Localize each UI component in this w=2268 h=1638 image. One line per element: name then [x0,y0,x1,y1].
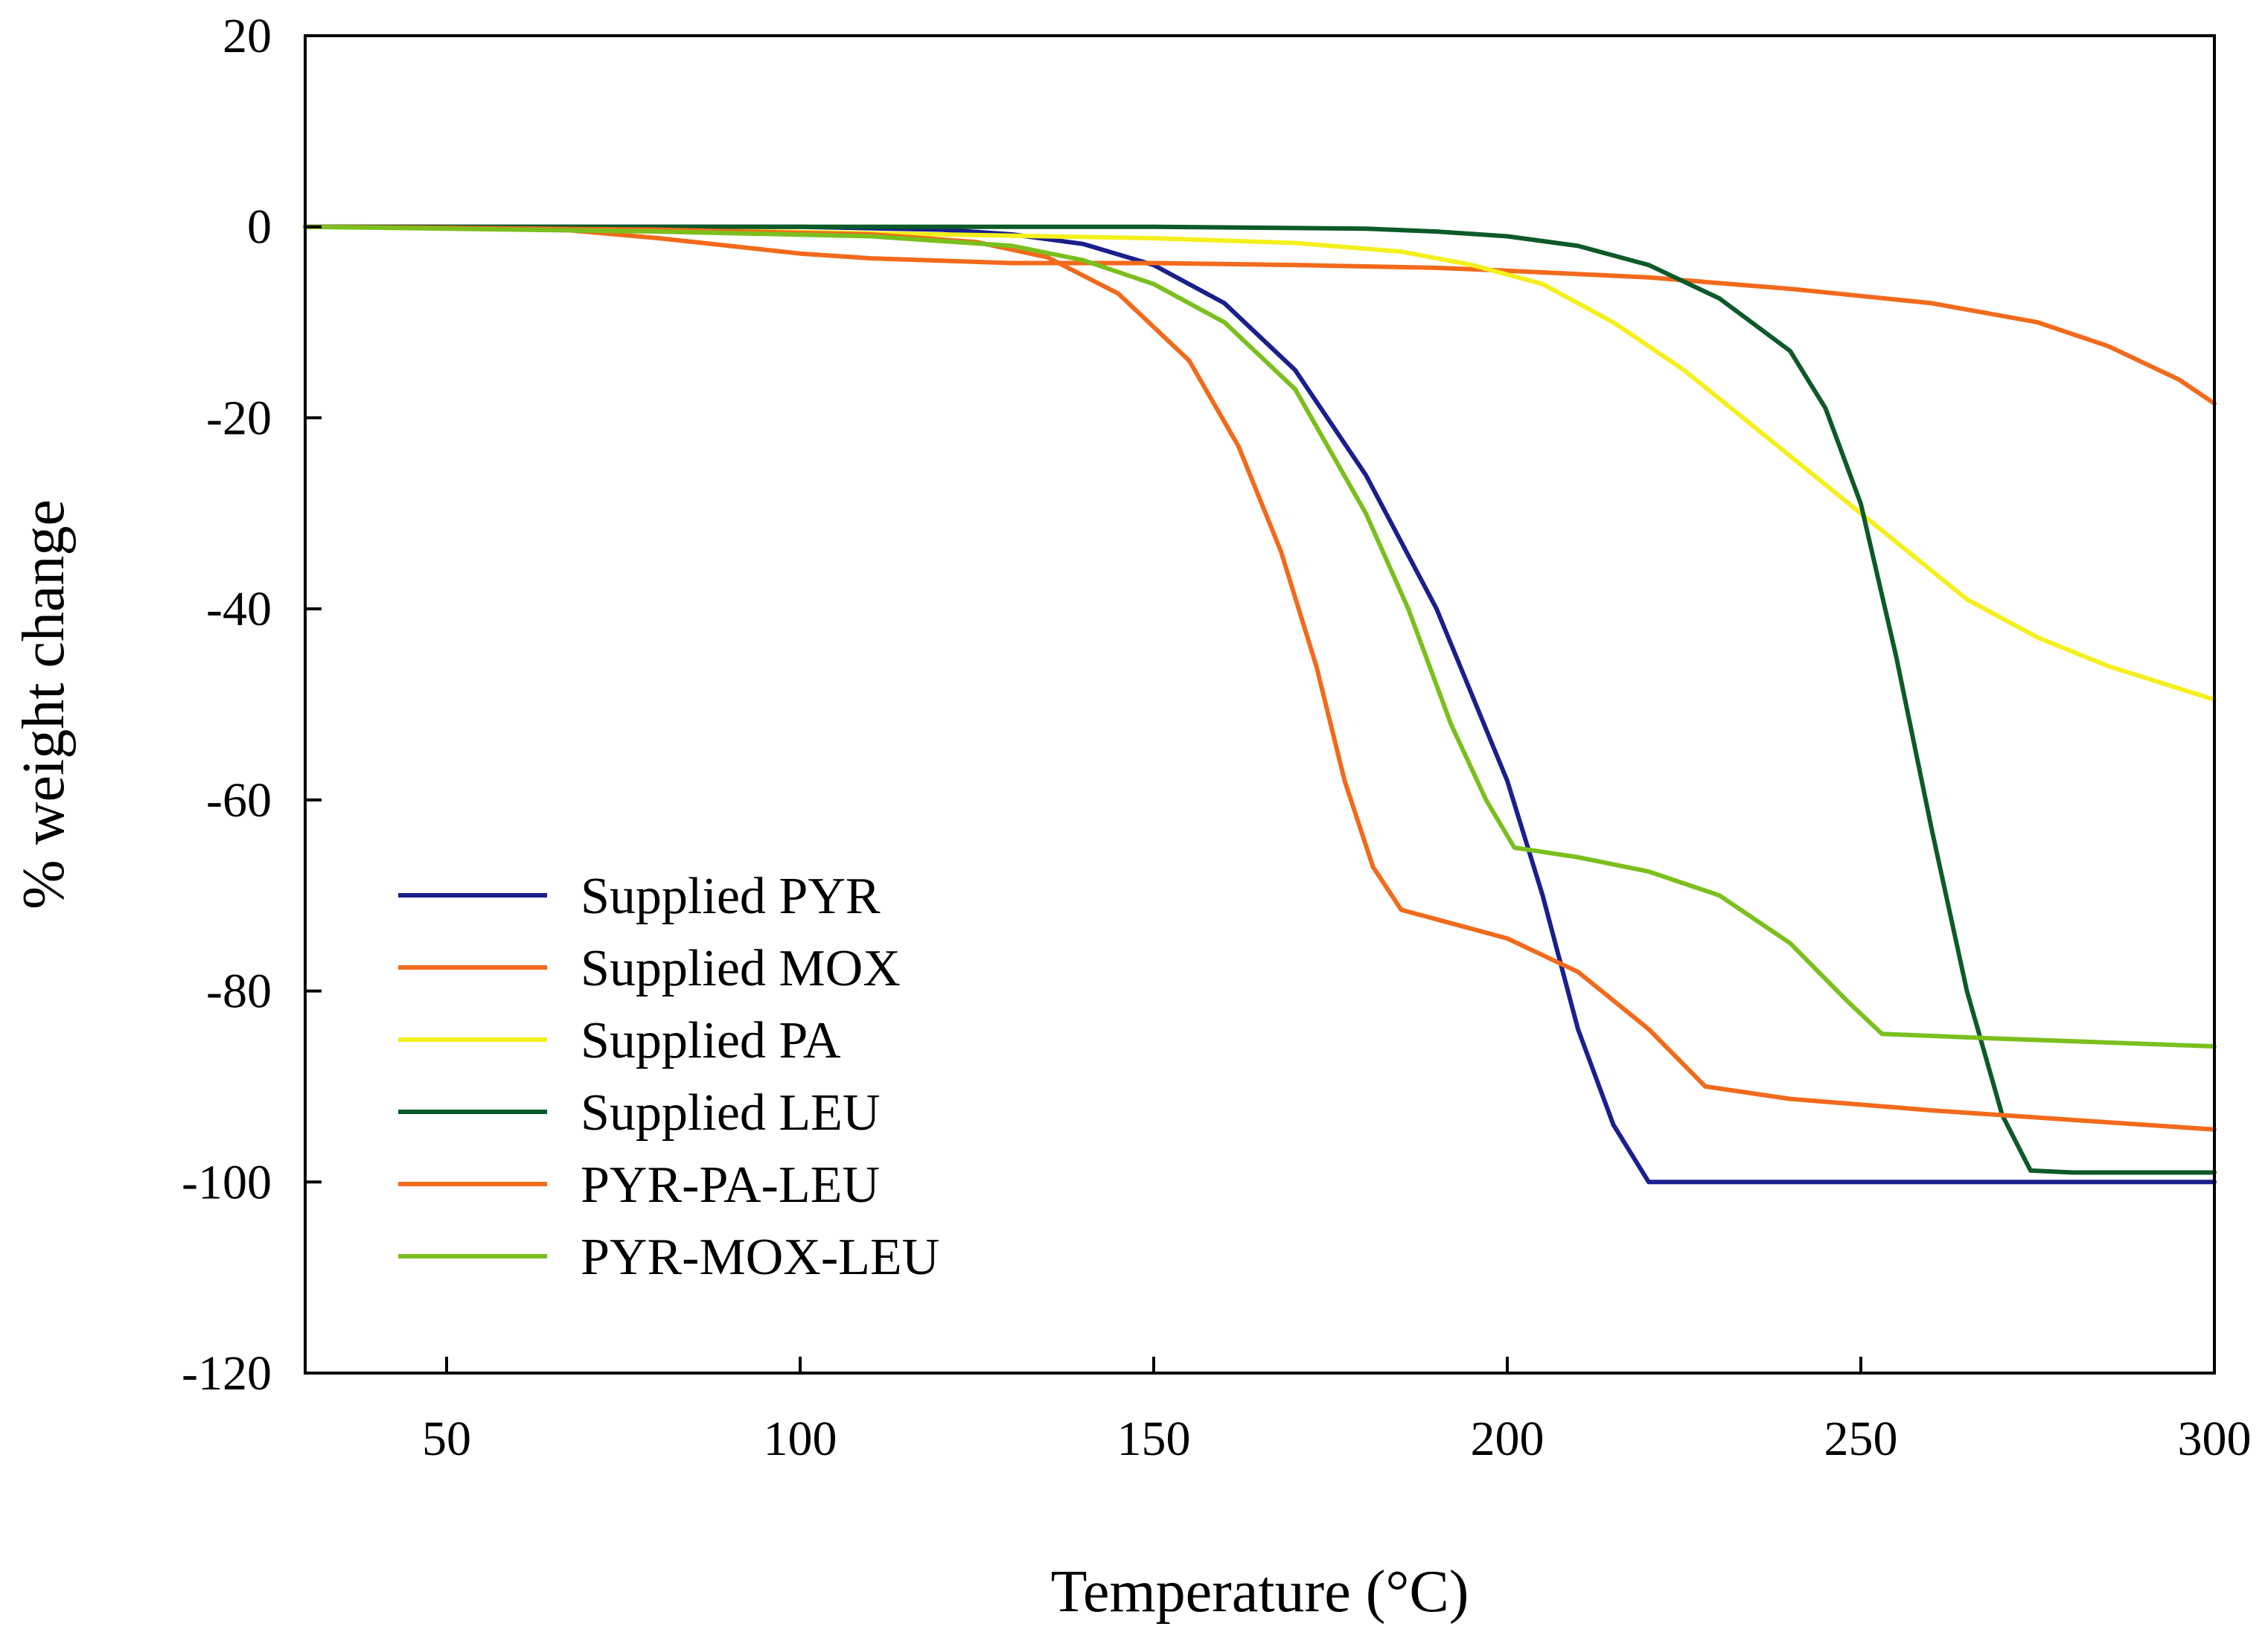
y-tick-label: 20 [223,9,272,63]
legend-label-1: Supplied PYR [581,868,881,925]
legend-label-6: PYR-MOX-LEU [581,1229,939,1286]
x-tick-label: 250 [1824,1412,1898,1466]
x-tick-label: 200 [1471,1412,1545,1466]
y-tick-label: -100 [182,1155,272,1209]
y-tick-label: -120 [182,1346,272,1401]
x-tick-label: 50 [422,1412,471,1466]
y-tick-label: -80 [206,964,272,1019]
y-tick-label: -40 [206,582,272,636]
legend-label-3: Supplied PA [581,1012,841,1069]
legend-label-4: Supplied LEU [581,1084,880,1142]
series-line-6 [303,224,2217,1049]
x-axis-title: Temperature (°C) [1051,1559,1469,1625]
y-tick-label: -20 [206,391,272,445]
x-tick-label: 300 [2178,1412,2252,1466]
legend-label-2: Supplied MOX [581,940,901,997]
y-axis-title: % weight change [11,499,77,909]
x-tick-label: 150 [1117,1412,1191,1466]
y-tick-label: -60 [206,773,272,828]
axes-layer [304,34,2216,1375]
x-tick-label: 100 [764,1412,837,1466]
plot-area-frame [304,34,2216,1375]
legend-label-5: PYR-PA-LEU [581,1156,880,1214]
series-line-5 [303,224,2217,1132]
y-tick-label: 0 [247,200,272,255]
series-line-2 [303,224,2217,406]
series-line-1 [303,224,2217,1185]
legend: Supplied PYR Supplied MOX Supplied PA Suppl… [398,868,939,1286]
series-line-3 [303,224,2217,703]
series-layer [303,224,2217,1185]
